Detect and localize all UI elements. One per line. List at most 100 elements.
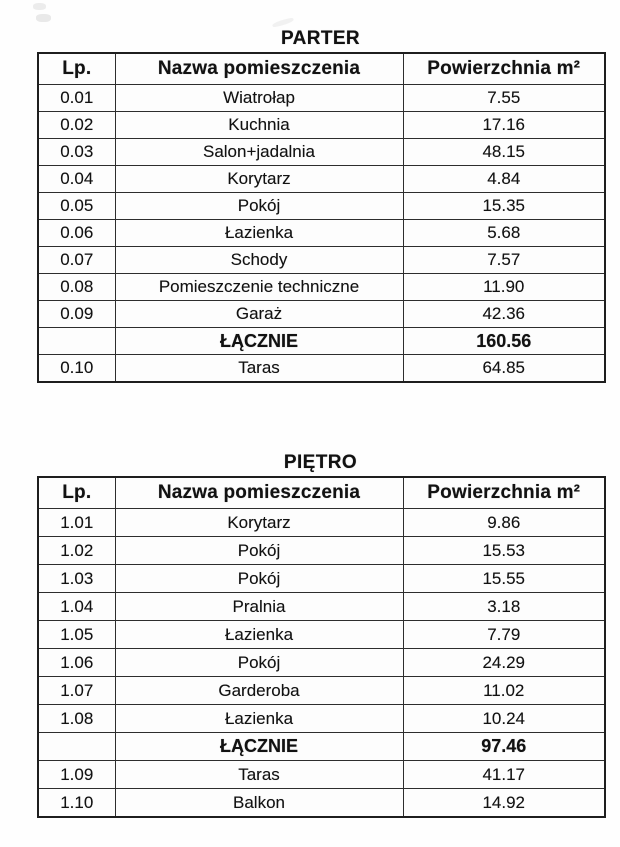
- area-cell: 17.16: [402, 111, 606, 139]
- name-cell: Kuchnia: [114, 111, 404, 139]
- area-cell: 48.15: [402, 138, 606, 166]
- area-table-parter: Lp. Nazwa pomieszczenia Powierzchnia m² …: [37, 52, 606, 383]
- lp-cell: 1.05: [37, 620, 116, 649]
- area-cell: 7.57: [402, 246, 606, 274]
- col-header-area: Powierzchnia m²: [402, 52, 606, 85]
- area-cell: 7.79: [402, 620, 606, 649]
- name-cell: Korytarz: [114, 508, 404, 537]
- table-row: 0.08 Pomieszczenie techniczne 11.90: [37, 273, 606, 301]
- table-row: 0.04 Korytarz 4.84: [37, 165, 606, 193]
- lp-cell: 0.05: [37, 192, 116, 220]
- area-cell: 3.18: [402, 592, 606, 621]
- col-header-area: Powierzchnia m²: [402, 476, 606, 509]
- lp-cell: 1.02: [37, 536, 116, 565]
- name-cell: Łazienka: [114, 620, 404, 649]
- name-cell: Garaż: [114, 300, 404, 328]
- name-cell: Taras: [114, 760, 404, 789]
- table-row: 1.04 Pralnia 3.18: [37, 592, 606, 621]
- header-row: Lp. Nazwa pomieszczenia Powierzchnia m²: [37, 476, 606, 509]
- name-cell: Garderoba: [114, 676, 404, 705]
- area-cell: 14.92: [402, 788, 606, 818]
- name-cell: Pokój: [114, 192, 404, 220]
- lp-cell: 1.09: [37, 760, 116, 789]
- area-cell: 5.68: [402, 219, 606, 247]
- table-row: 1.10 Balkon 14.92: [37, 788, 606, 818]
- lp-cell: 0.04: [37, 165, 116, 193]
- col-header-name: Nazwa pomieszczenia: [114, 52, 404, 85]
- table-row: 1.09 Taras 41.17: [37, 760, 606, 789]
- table-row: 1.03 Pokój 15.55: [37, 564, 606, 593]
- name-cell: Salon+jadalnia: [114, 138, 404, 166]
- table-row: 0.05 Pokój 15.35: [37, 192, 606, 220]
- name-cell: Schody: [114, 246, 404, 274]
- lp-cell: 0.08: [37, 273, 116, 301]
- table-row: 1.02 Pokój 15.53: [37, 536, 606, 565]
- table-row: 0.07 Schody 7.57: [37, 246, 606, 274]
- lp-cell: 1.08: [37, 704, 116, 733]
- area-cell: 15.35: [402, 192, 606, 220]
- area-cell: 160.56: [402, 327, 606, 355]
- name-cell: Pokój: [114, 648, 404, 677]
- area-cell: 42.36: [402, 300, 606, 328]
- lp-cell: 0.01: [37, 84, 116, 112]
- area-cell: 24.29: [402, 648, 606, 677]
- table-row: 0.02 Kuchnia 17.16: [37, 111, 606, 139]
- lp-cell: 0.06: [37, 219, 116, 247]
- section-parter: PARTER Lp. Nazwa pomieszczenia Powierzch…: [37, 29, 606, 383]
- lp-cell: 0.09: [37, 300, 116, 328]
- lp-cell: 1.01: [37, 508, 116, 537]
- table-row: 0.01 Wiatrołap 7.55: [37, 84, 606, 112]
- area-cell: 7.55: [402, 84, 606, 112]
- name-cell: Wiatrołap: [114, 84, 404, 112]
- name-cell: ŁĄCZNIE: [114, 732, 404, 761]
- area-cell: 4.84: [402, 165, 606, 193]
- area-cell: 9.86: [402, 508, 606, 537]
- area-cell: 41.17: [402, 760, 606, 789]
- lp-cell: [37, 327, 116, 355]
- section-title-pietro: PIĘTRO: [283, 452, 358, 473]
- name-cell: Korytarz: [114, 165, 404, 193]
- name-cell: Pralnia: [114, 592, 404, 621]
- name-cell: Łazienka: [114, 219, 404, 247]
- scan-artifact: [36, 14, 51, 22]
- table-body: 1.01 Korytarz 9.86 1.02 Pokój 15.53 1.03 Pokój 1…: [37, 508, 606, 818]
- area-cell: 64.85: [402, 354, 606, 383]
- name-cell: Łazienka: [114, 704, 404, 733]
- lp-cell: 1.06: [37, 648, 116, 677]
- name-cell: Balkon: [114, 788, 404, 818]
- lp-cell: 1.04: [37, 592, 116, 621]
- name-cell: Pomieszczenie techniczne: [114, 273, 404, 301]
- col-header-lp: Lp.: [37, 476, 116, 509]
- header-row: Lp. Nazwa pomieszczenia Powierzchnia m²: [37, 52, 606, 85]
- table-row: 1.01 Korytarz 9.86: [37, 508, 606, 537]
- table-header: Lp. Nazwa pomieszczenia Powierzchnia m²: [37, 476, 606, 509]
- lp-cell: 1.10: [37, 788, 116, 818]
- total-row: ŁĄCZNIE 97.46: [37, 732, 606, 761]
- table-row: 0.10 Taras 64.85: [37, 354, 606, 383]
- table-row: 1.08 Łazienka 10.24: [37, 704, 606, 733]
- scan-artifact: [33, 3, 46, 10]
- lp-cell: 0.10: [37, 354, 116, 383]
- name-cell: Taras: [114, 354, 404, 383]
- area-cell: 15.55: [402, 564, 606, 593]
- lp-cell: 1.03: [37, 564, 116, 593]
- lp-cell: 0.03: [37, 138, 116, 166]
- area-table-pietro: Lp. Nazwa pomieszczenia Powierzchnia m² …: [37, 476, 606, 818]
- lp-cell: 0.02: [37, 111, 116, 139]
- table-row: 1.06 Pokój 24.29: [37, 648, 606, 677]
- lp-cell: 1.07: [37, 676, 116, 705]
- table-header: Lp. Nazwa pomieszczenia Powierzchnia m²: [37, 52, 606, 85]
- table-row: 0.06 Łazienka 5.68: [37, 219, 606, 247]
- area-cell: 15.53: [402, 536, 606, 565]
- table-row: 1.05 Łazienka 7.79: [37, 620, 606, 649]
- total-row: ŁĄCZNIE 160.56: [37, 327, 606, 355]
- name-cell: ŁĄCZNIE: [114, 327, 404, 355]
- section-pietro: PIĘTRO Lp. Nazwa pomieszczenia Powierzch…: [37, 452, 606, 818]
- area-cell: 97.46: [402, 732, 606, 761]
- table-row: 0.09 Garaż 42.36: [37, 300, 606, 328]
- col-header-name: Nazwa pomieszczenia: [114, 476, 404, 509]
- area-cell: 10.24: [402, 704, 606, 733]
- name-cell: Pokój: [114, 564, 404, 593]
- scan-artifact: [271, 16, 295, 29]
